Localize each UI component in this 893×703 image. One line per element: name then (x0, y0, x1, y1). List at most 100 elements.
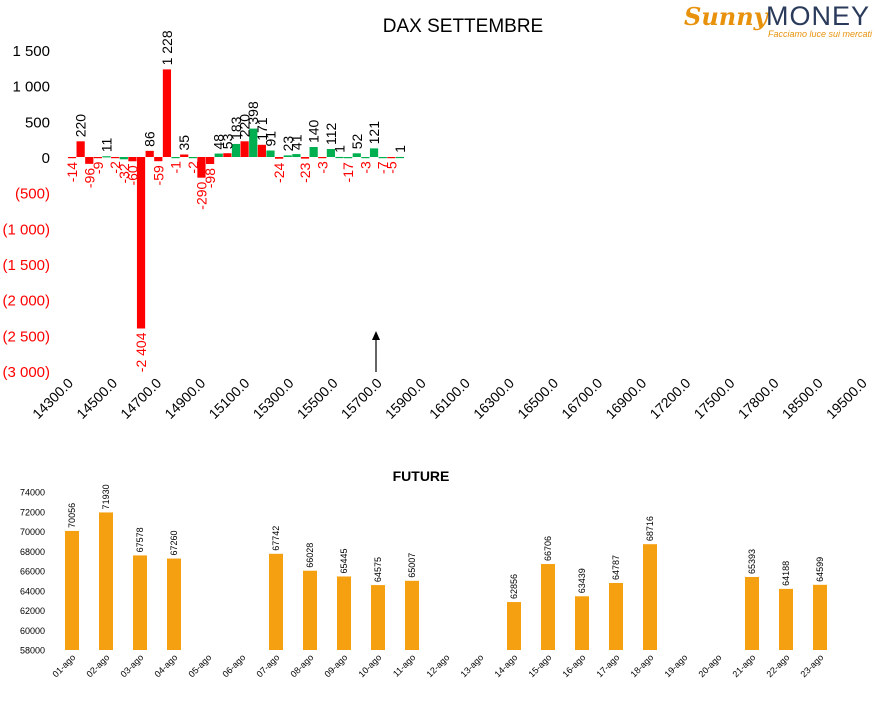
dax-bar (266, 150, 275, 157)
dax-bar (309, 147, 318, 157)
dax-x-tick-label: 17800.0 (735, 375, 782, 422)
dax-x-tick-label: 15900.0 (382, 375, 429, 422)
dax-data-label: -24 (271, 162, 287, 182)
dax-data-label: -32 (116, 163, 132, 183)
dax-bar (292, 154, 301, 157)
dax-bar (102, 156, 111, 158)
dax-data-label: -2 (185, 161, 201, 174)
future-data-label: 64575 (373, 557, 383, 582)
dax-x-tick-label: 15100.0 (205, 375, 252, 422)
dax-bar (344, 157, 353, 159)
future-y-tick-label: 66000 (20, 567, 45, 577)
dax-bar (171, 157, 180, 159)
dax-y-tick-label: (1 000) (2, 221, 50, 238)
dax-bar (326, 149, 335, 157)
future-data-label: 66706 (543, 536, 553, 561)
dax-bar (145, 150, 154, 157)
dax-data-label: 220 (73, 114, 89, 138)
dax-x-tick-label: 16300.0 (470, 375, 517, 422)
dax-x-tick-label: 15700.0 (338, 375, 385, 422)
dax-data-label: 121 (366, 121, 382, 145)
dax-y-tick-label: (2 000) (2, 293, 50, 310)
dax-bar (197, 157, 206, 178)
dax-bar (249, 128, 258, 157)
dax-x-tick-label: 16500.0 (514, 375, 561, 422)
dax-data-label: 1 (392, 145, 408, 153)
future-data-label: 65445 (339, 548, 349, 573)
dax-data-label: -7 (375, 161, 391, 174)
dax-data-label: -9 (90, 161, 106, 174)
dax-x-tick-label: 14900.0 (161, 375, 208, 422)
dax-data-label: 171 (254, 117, 270, 141)
future-data-label: 71930 (101, 484, 111, 509)
future-x-tick-label: 07-ago (255, 652, 282, 679)
future-bar (643, 544, 657, 650)
future-data-label: 62856 (509, 574, 519, 599)
dax-data-label: -59 (150, 165, 166, 185)
future-data-label: 65007 (407, 553, 417, 578)
dax-y-tick-label: 1 500 (12, 43, 50, 60)
dax-data-label: -96 (81, 168, 97, 188)
future-x-tick-label: 01-ago (51, 652, 78, 679)
dax-y-tick-label: 500 (25, 114, 50, 131)
dax-data-label: -60 (124, 165, 140, 185)
dax-bar (136, 157, 146, 329)
dax-y-tick-label: (500) (15, 186, 50, 203)
future-x-tick-label: 04-ago (153, 652, 180, 679)
dax-bar (205, 157, 215, 164)
future-data-label: 65393 (747, 549, 757, 574)
dax-bar (275, 157, 284, 159)
dax-data-label: 86 (142, 131, 158, 147)
dax-x-tick-label: 17200.0 (646, 375, 693, 422)
dax-data-label: 48 (211, 134, 227, 150)
dax-data-label: 41 (288, 134, 304, 150)
future-x-tick-label: 15-ago (527, 652, 554, 679)
dax-x-tick-label: 17500.0 (691, 375, 738, 422)
dax-bar (85, 157, 94, 164)
dax-bar (154, 157, 163, 162)
future-y-tick-label: 64000 (20, 586, 45, 596)
dax-data-label: 11 (99, 137, 115, 152)
dax-data-label: 183 (228, 116, 244, 140)
future-bar (609, 582, 623, 650)
future-bar (575, 596, 589, 650)
dax-bar (231, 143, 241, 157)
future-data-label: 67742 (271, 526, 281, 551)
future-x-tick-label: 11-ago (391, 652, 417, 678)
dax-data-label: 23 (280, 136, 296, 152)
dax-bar (180, 154, 189, 157)
future-bar (745, 576, 759, 650)
future-x-tick-label: 18-ago (629, 652, 656, 679)
future-bar (167, 558, 181, 650)
future-data-label: 68716 (645, 516, 655, 541)
future-x-tick-label: 09-ago (323, 652, 350, 679)
future-bar (337, 576, 351, 650)
future-x-tick-label: 14-ago (493, 652, 520, 679)
future-x-tick-label: 21-ago (731, 652, 758, 679)
dax-data-label: -2 404 (133, 332, 149, 372)
future-bar (541, 564, 555, 650)
future-y-tick-label: 62000 (20, 606, 45, 616)
future-y-tick-label: 74000 (20, 488, 45, 498)
dax-bar (300, 157, 310, 159)
dax-data-label: 398 (245, 101, 261, 125)
future-bar (133, 555, 147, 650)
dax-bar (162, 69, 172, 157)
dax-y-tick-label: 0 (42, 150, 50, 167)
dax-bar (67, 157, 77, 159)
dax-bar (378, 157, 387, 159)
future-x-tick-label: 08-ago (289, 652, 316, 679)
dax-data-label: 35 (176, 135, 192, 151)
dax-bar (119, 157, 128, 160)
dax-bar (223, 153, 232, 157)
future-x-tick-label: 23-ago (799, 652, 826, 679)
future-data-label: 67578 (135, 527, 145, 552)
future-x-tick-label: 06-ago (221, 652, 248, 679)
future-chart-title: FUTURE (393, 468, 450, 484)
future-bar (99, 512, 113, 650)
future-bar (371, 585, 385, 650)
future-y-tick-label: 58000 (20, 646, 45, 656)
future-bar (303, 570, 317, 650)
dax-x-tick-label: 16900.0 (602, 375, 649, 422)
future-x-tick-label: 17-ago (595, 652, 622, 679)
